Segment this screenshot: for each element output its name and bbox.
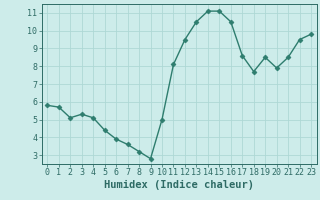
X-axis label: Humidex (Indice chaleur): Humidex (Indice chaleur) — [104, 180, 254, 190]
